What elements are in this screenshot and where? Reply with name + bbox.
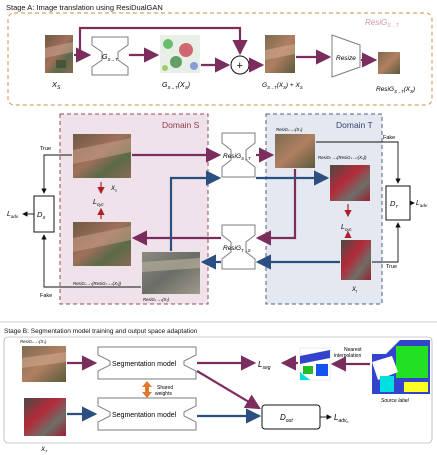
domain-t-target-image xyxy=(341,240,371,280)
label-fake-left: Fake xyxy=(40,293,52,299)
stage-b-purple-arrows xyxy=(67,355,370,410)
stage-b-xt-label: XT xyxy=(40,447,48,454)
segmentation-model-bottom xyxy=(97,397,197,431)
source-label-caption: Source label xyxy=(381,398,410,404)
discriminator-out xyxy=(261,404,321,430)
stage-a-residual-label: GS→T(XS) xyxy=(162,82,190,90)
purple-flow-arrows xyxy=(131,147,297,246)
domain-s-cycle-caption: ResiGₛ→ₜ(ResiGₜ→ₛ(Xₜ)) xyxy=(73,281,122,286)
domain-t-translated-image xyxy=(275,134,315,168)
discriminator-arrows xyxy=(22,141,415,288)
stage-b-title: Stage B: Segmentation model training and… xyxy=(4,328,198,335)
label-fake-right: Fake xyxy=(383,135,395,141)
discriminator-out-label: Dout xyxy=(280,413,293,424)
discriminator-s-label: DS xyxy=(37,210,45,220)
resi-g-st-label: ResiGS→T xyxy=(223,153,251,161)
stage-a-resize-label: Resize xyxy=(336,55,356,62)
domain-t-reconstructed-image xyxy=(330,165,370,201)
stage-a-sum-label: GS→T(XS) + XS xyxy=(262,82,303,90)
shared-label: Shared xyxy=(157,385,173,391)
stage-b-input-bottom-image xyxy=(24,398,66,436)
nearest-label: Nearest xyxy=(344,347,362,353)
cycle-arrows xyxy=(97,182,352,238)
stage-a-title: Stage A: Image translation using ResiDua… xyxy=(6,3,163,12)
domain-t-lcyc: Lcyc xyxy=(341,224,352,232)
stage-b-navy-arrows xyxy=(67,406,262,424)
domain-s-xs-label: Xs xyxy=(110,186,117,193)
domain-t-cycle-caption: ResiGₜ→ₛ(ResiGₛ→ₜ(Xₛ)) xyxy=(318,155,367,160)
stage-a-xs-label: XS xyxy=(51,80,61,91)
stage-a-generator xyxy=(91,36,129,76)
resi-g-st-block xyxy=(221,132,256,178)
domain-s-source-image xyxy=(73,134,131,178)
resi-g-ts-label: ResiGT→S xyxy=(223,245,251,253)
stage-a-frame xyxy=(7,12,433,106)
segmentation-model-bottom-label: Segmentation model xyxy=(112,412,177,419)
stage-a-resize-block xyxy=(331,34,361,78)
shared-weights-arrow xyxy=(142,381,152,398)
domain-s-lcyc: Lcyc xyxy=(93,199,104,207)
stage-a-residual-image xyxy=(160,35,200,73)
stage-a-plus-symbol: + xyxy=(237,60,243,72)
stage-b-frame xyxy=(3,336,433,444)
discriminator-t-label: DT xyxy=(390,199,399,209)
stage-a-generator-label: GS→T xyxy=(102,54,119,62)
source-label-map xyxy=(372,340,430,394)
resi-g-ts-block xyxy=(221,224,256,270)
domain-t-top-caption: ResiGₛ→ₜ(Xₛ) xyxy=(276,127,303,132)
domain-t-xt-label: Xt xyxy=(351,287,358,294)
ladvo-label: Ladvo xyxy=(334,413,349,424)
navy-flow-arrows xyxy=(169,170,340,270)
segmentation-map-small xyxy=(299,347,331,381)
lseg-label: Lseg xyxy=(258,360,271,371)
stage-a-sum-image xyxy=(265,35,295,73)
label-true-right: True xyxy=(386,264,397,270)
ladv-left: Ladv xyxy=(7,211,19,219)
domain-s-ts-caption: ResiGₜ→ₛ(Xₜ) xyxy=(143,297,170,302)
stage-a-input-image xyxy=(45,35,73,73)
domain-s-reconstructed-image xyxy=(73,222,131,266)
weights-label: weights xyxy=(155,391,172,397)
ladv-right: Ladv xyxy=(416,200,428,208)
stage-b-input-top-caption: ResiGₛ→ₜ(Xₛ) xyxy=(20,339,47,344)
stage-a-output-label: ResiGS→T(XS) xyxy=(376,86,415,94)
stage-b-input-top-image xyxy=(22,346,66,382)
segmentation-model-top xyxy=(97,346,197,380)
stage-a-resi-label: ResiGS→T xyxy=(365,18,400,29)
stage-a-output-image xyxy=(378,52,400,74)
domain-s-title: Domain S xyxy=(162,120,200,130)
label-true-left: True xyxy=(40,146,51,152)
segmentation-model-top-label: Segmentation model xyxy=(112,361,177,368)
discriminator-t xyxy=(385,185,411,221)
stage-a-arrows xyxy=(74,26,378,73)
interpolation-label: interpolation xyxy=(334,353,361,359)
domain-t-title: Domain T xyxy=(336,120,373,130)
domain-s-translated-image xyxy=(142,252,200,294)
